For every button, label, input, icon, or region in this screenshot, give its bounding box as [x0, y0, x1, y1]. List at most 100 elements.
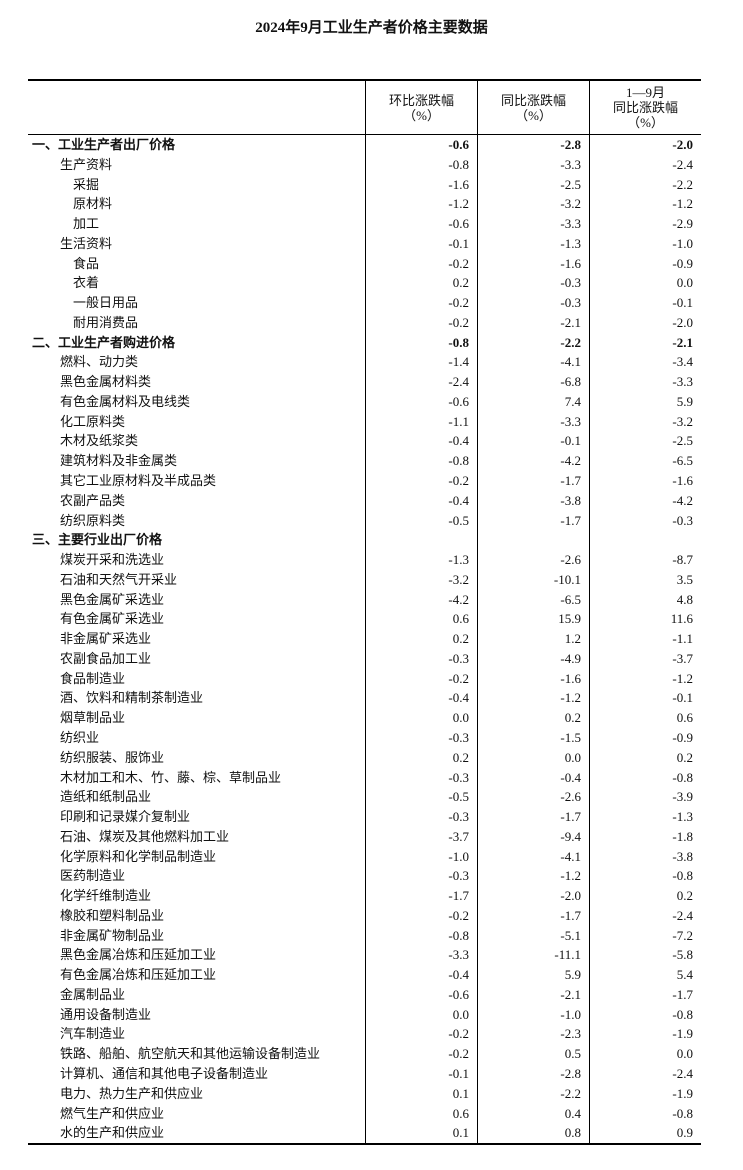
table-row: 二、工业生产者购进价格 -0.8 -2.2 -2.1	[28, 332, 701, 353]
value-cell: -3.7	[589, 648, 701, 669]
row-label: 黑色金属冶炼和压延加工业	[60, 947, 217, 963]
table-row: 农副食品加工业 -0.3 -4.9 -3.7	[28, 648, 701, 669]
value-cell: -3.3	[477, 411, 589, 432]
value-cell: -0.3	[365, 866, 477, 887]
row-label: 二、工业生产者购进价格	[32, 334, 176, 350]
value-cell: -1.9	[589, 1083, 701, 1104]
value-cell: -6.8	[477, 372, 589, 392]
value-cell: 0.4	[477, 1103, 589, 1124]
table-row: 酒、饮料和精制茶制造业 -0.4 -1.2 -0.1	[28, 688, 701, 709]
row-label: 农副产品类	[60, 492, 126, 508]
table-row: 石油和天然气开采业 -3.2 -10.1 3.5	[28, 569, 701, 590]
value-cell: 15.9	[477, 609, 589, 630]
table-row: 石油、煤炭及其他燃料加工业 -3.7 -9.4 -1.8	[28, 826, 701, 847]
value-cell: -0.2	[365, 1024, 477, 1045]
table-row: 木材及纸浆类 -0.4 -0.1 -2.5	[28, 431, 701, 452]
value-cell: -3.2	[365, 569, 477, 590]
row-label: 黑色金属材料类	[60, 374, 152, 390]
table-row: 一般日用品 -0.2 -0.3 -0.1	[28, 293, 701, 313]
value-cell: -1.1	[589, 629, 701, 649]
row-label: 橡胶和塑料制品业	[60, 907, 165, 923]
value-cell: -0.8	[365, 154, 477, 175]
header-line: 1—9月	[625, 85, 665, 100]
value-cell: 0.0	[589, 273, 701, 294]
header-line: 同比涨跌幅	[612, 100, 678, 115]
value-cell: -1.7	[477, 807, 589, 827]
row-label: 有色金属材料及电线类	[60, 393, 191, 409]
value-cell: -0.6	[365, 214, 477, 234]
table-row: 有色金属冶炼和压延加工业 -0.4 5.9 5.4	[28, 965, 701, 985]
value-cell: -2.1	[589, 332, 701, 353]
table-row: 生产资料 -0.8 -3.3 -2.4	[28, 154, 701, 175]
table-row: 农副产品类 -0.4 -3.8 -4.2	[28, 490, 701, 511]
value-cell: 0.0	[477, 747, 589, 768]
header-ytd-yoy-change: 1—9月 同比涨跌幅 （%）	[589, 81, 701, 134]
value-cell: -10.1	[477, 569, 589, 590]
value-cell: -8.7	[589, 550, 701, 570]
value-cell: 0.1	[365, 1083, 477, 1104]
value-cell: -1.7	[477, 510, 589, 531]
value-cell	[477, 530, 589, 551]
value-cell: 11.6	[589, 609, 701, 630]
table-row: 印刷和记录媒介复制业 -0.3 -1.7 -1.3	[28, 807, 701, 827]
value-cell: -0.8	[365, 332, 477, 353]
value-cell: -1.2	[589, 194, 701, 215]
row-label: 食品	[73, 255, 100, 271]
value-cell: -0.4	[477, 767, 589, 788]
row-label: 纺织服装、服饰业	[60, 749, 165, 765]
row-label: 一、工业生产者出厂价格	[32, 137, 176, 152]
table-row: 原材料 -1.2 -3.2 -1.2	[28, 194, 701, 215]
value-cell: -4.9	[477, 648, 589, 669]
value-cell: -0.5	[365, 787, 477, 808]
value-cell: -2.5	[589, 431, 701, 452]
table-row: 非金属矿物制品业 -0.8 -5.1 -7.2	[28, 925, 701, 946]
value-cell: -3.7	[365, 826, 477, 847]
value-cell: -1.7	[477, 905, 589, 926]
table-row: 化学纤维制造业 -1.7 -2.0 0.2	[28, 886, 701, 906]
row-label: 酒、饮料和精制茶制造业	[60, 690, 204, 706]
value-cell: -2.4	[365, 372, 477, 392]
value-cell: 0.2	[589, 886, 701, 906]
value-cell: -0.3	[589, 510, 701, 531]
value-cell: -11.1	[477, 945, 589, 966]
table-row: 黑色金属材料类 -2.4 -6.8 -3.3	[28, 372, 701, 392]
value-cell: -0.3	[365, 727, 477, 748]
value-cell: -0.2	[365, 668, 477, 689]
value-cell: -1.2	[477, 688, 589, 709]
value-cell: -1.0	[365, 846, 477, 867]
row-label: 耐用消费品	[73, 314, 139, 330]
row-label: 计算机、通信和其他电子设备制造业	[60, 1065, 269, 1081]
table-row: 铁路、船舶、航空航天和其他运输设备制造业 -0.2 0.5 0.0	[28, 1044, 701, 1064]
row-label: 煤炭开采和洗选业	[60, 552, 165, 568]
row-label: 燃料、动力类	[60, 354, 139, 370]
value-cell: -0.6	[365, 391, 477, 412]
value-cell: -0.2	[365, 312, 477, 333]
table-row: 有色金属材料及电线类 -0.6 7.4 5.9	[28, 391, 701, 412]
table-row: 食品 -0.2 -1.6 -0.9	[28, 253, 701, 274]
row-label: 木材加工和木、竹、藤、棕、草制品业	[60, 769, 282, 785]
table-header: 环比涨跌幅 （%） 同比涨跌幅 （%） 1—9月 同比涨跌幅 （%）	[28, 81, 701, 135]
row-label: 汽车制造业	[60, 1026, 126, 1042]
value-cell: 3.5	[589, 569, 701, 590]
table-row: 衣着 0.2 -0.3 0.0	[28, 273, 701, 294]
value-cell: -2.8	[477, 135, 589, 155]
value-cell: -5.1	[477, 925, 589, 946]
value-cell: -2.4	[589, 1063, 701, 1084]
value-cell: -0.1	[365, 233, 477, 254]
row-label: 金属制品业	[60, 986, 126, 1002]
value-cell: -0.2	[365, 253, 477, 274]
value-cell: -4.2	[477, 451, 589, 472]
table-row: 电力、热力生产和供应业 0.1 -2.2 -1.9	[28, 1083, 701, 1104]
row-label: 石油、煤炭及其他燃料加工业	[60, 828, 230, 844]
row-label: 建筑材料及非金属类	[60, 453, 178, 469]
value-cell: 1.2	[477, 629, 589, 649]
value-cell: -1.2	[365, 194, 477, 215]
value-cell: -0.8	[589, 1004, 701, 1025]
table-row: 化学原料和化学制品制造业 -1.0 -4.1 -3.8	[28, 846, 701, 867]
row-label: 石油和天然气开采业	[60, 571, 178, 587]
table-row: 食品制造业 -0.2 -1.6 -1.2	[28, 668, 701, 689]
value-cell: -2.9	[589, 214, 701, 234]
table-row: 水的生产和供应业 0.1 0.8 0.9	[28, 1123, 701, 1144]
value-cell: -1.5	[477, 727, 589, 748]
value-cell: -2.1	[477, 984, 589, 1005]
